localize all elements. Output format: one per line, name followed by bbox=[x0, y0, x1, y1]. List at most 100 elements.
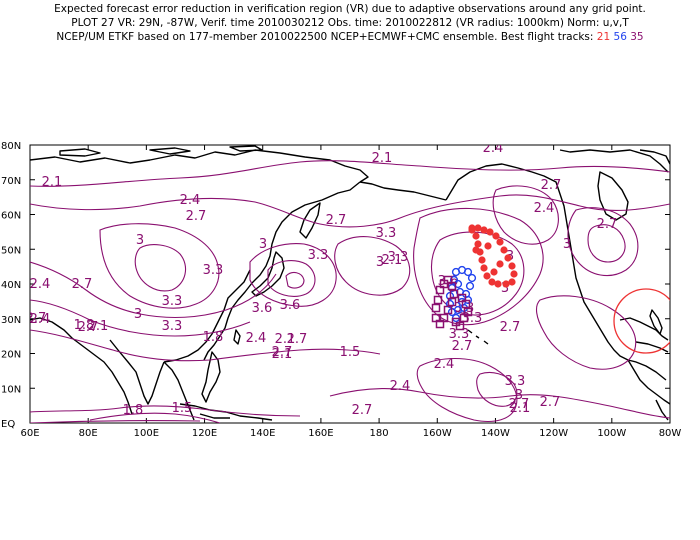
lat-label: 40N bbox=[1, 280, 21, 291]
title-line-1: Expected forecast error reduction in ver… bbox=[54, 3, 646, 15]
coast-hawaii bbox=[467, 329, 489, 345]
lat-label: 60N bbox=[1, 211, 21, 222]
flight-track-purple bbox=[431, 275, 473, 331]
contour-label: 3 bbox=[259, 237, 267, 252]
coast-na-pacific bbox=[567, 229, 667, 381]
contour-label: 2.7 bbox=[287, 332, 308, 347]
coast-hudson bbox=[597, 171, 629, 221]
contour-label: 2.7 bbox=[272, 345, 293, 360]
track-point bbox=[447, 297, 457, 307]
land-outlines bbox=[30, 145, 670, 421]
contour-label: 2.1 bbox=[382, 253, 403, 268]
coast-central-am bbox=[627, 359, 670, 405]
contour-label: 3 bbox=[563, 237, 571, 252]
lat-label: 30N bbox=[1, 315, 21, 326]
track-point bbox=[455, 321, 465, 331]
contour-label: 2.7 bbox=[26, 311, 47, 326]
track-label-blue: 56 bbox=[613, 31, 627, 43]
lon-label: 140E bbox=[250, 428, 275, 439]
title-line-3: NCEP/UM ETKF based on 177-member 2010022… bbox=[0, 30, 700, 44]
flight-track-blue bbox=[445, 265, 477, 323]
contour-label: 2.7 bbox=[72, 277, 93, 292]
track-point bbox=[488, 278, 496, 286]
lon-label: 80E bbox=[79, 428, 98, 439]
contour-label: 2.7 bbox=[541, 178, 562, 193]
track-point bbox=[478, 256, 486, 264]
track-point bbox=[508, 262, 516, 270]
verification-region-circle bbox=[613, 288, 670, 354]
coast-korea-china bbox=[163, 269, 251, 363]
map-frame bbox=[29, 144, 671, 424]
contour-label: 2.1 bbox=[42, 175, 63, 190]
contour-label: 3.3 bbox=[308, 248, 329, 263]
track-point bbox=[483, 272, 491, 280]
track-point bbox=[472, 232, 480, 240]
track-point bbox=[443, 305, 453, 315]
contour-label: 2.1 bbox=[372, 151, 393, 166]
track-point bbox=[472, 246, 480, 254]
lat-label: 70N bbox=[1, 176, 21, 187]
coast-japan bbox=[251, 251, 285, 297]
contour-label: 2.1 bbox=[88, 319, 109, 334]
track-point bbox=[467, 273, 477, 283]
coast-florida bbox=[649, 309, 663, 335]
track-point bbox=[504, 254, 512, 262]
contour-label: 2.7 bbox=[186, 209, 207, 224]
track-point bbox=[455, 287, 465, 297]
contour-label: 2.7 bbox=[509, 397, 530, 412]
track-point bbox=[486, 228, 494, 236]
contour-label: 2.7 bbox=[78, 320, 99, 335]
track-point bbox=[449, 289, 459, 299]
lat-label: 80N bbox=[1, 141, 21, 152]
track-point bbox=[494, 280, 502, 288]
lat-label: EQ bbox=[1, 419, 15, 430]
contour-label: 3.3 bbox=[376, 226, 397, 241]
track-point bbox=[457, 293, 467, 303]
title-line-3-prefix: NCEP/UM ETKF based on 177-member 2010022… bbox=[56, 31, 594, 43]
lon-label: 60E bbox=[20, 428, 39, 439]
contour-label: 3 bbox=[515, 388, 523, 403]
contour-label: 2.4 bbox=[390, 379, 411, 394]
track-point bbox=[480, 264, 488, 272]
track-point bbox=[445, 299, 455, 309]
coast-taiwan bbox=[233, 329, 241, 345]
track-point bbox=[433, 295, 443, 305]
contour-label: 3 bbox=[376, 255, 384, 270]
coast-india bbox=[109, 339, 165, 405]
lon-label: 180 bbox=[370, 428, 389, 439]
contour-lines bbox=[30, 160, 670, 423]
contour-label: 3.3 bbox=[505, 374, 526, 389]
contour-label: 3.3 bbox=[162, 294, 183, 309]
coast-kamchatka bbox=[299, 202, 321, 239]
contour-label: 3.6 bbox=[252, 301, 273, 316]
contour-label: 2.7 bbox=[500, 320, 521, 335]
track-point bbox=[431, 313, 441, 323]
contour-label: 2.1 bbox=[275, 332, 296, 347]
track-point bbox=[490, 268, 498, 276]
lon-label: 140W bbox=[481, 428, 510, 439]
track-point bbox=[508, 278, 516, 286]
coast-aleutians bbox=[359, 181, 447, 201]
contour-label: 2.1 bbox=[510, 401, 531, 416]
contour-label: 1.8 bbox=[203, 330, 224, 345]
contour-label: 3 bbox=[136, 233, 144, 248]
track-point bbox=[447, 281, 457, 291]
lon-label: 160E bbox=[308, 428, 333, 439]
contour-label: 3 bbox=[501, 281, 509, 296]
coast-na-gulf bbox=[619, 317, 669, 341]
contour-label: 2.7 bbox=[597, 217, 618, 232]
track-point bbox=[463, 307, 473, 317]
contour-label: 2.4 bbox=[30, 277, 51, 292]
contour-label: 3.6 bbox=[280, 298, 301, 313]
contour-label: 3.3 bbox=[449, 327, 470, 342]
track-label-purple: 35 bbox=[630, 31, 644, 43]
contour-label: 2.4 bbox=[534, 201, 555, 216]
contour-label: 2.4 bbox=[434, 357, 455, 372]
track-point bbox=[484, 242, 492, 250]
track-point bbox=[492, 232, 500, 240]
track-point bbox=[502, 280, 510, 288]
coast-eurasia-north bbox=[30, 149, 369, 183]
lon-label: 120W bbox=[539, 428, 568, 439]
coast-indochina bbox=[163, 361, 195, 421]
